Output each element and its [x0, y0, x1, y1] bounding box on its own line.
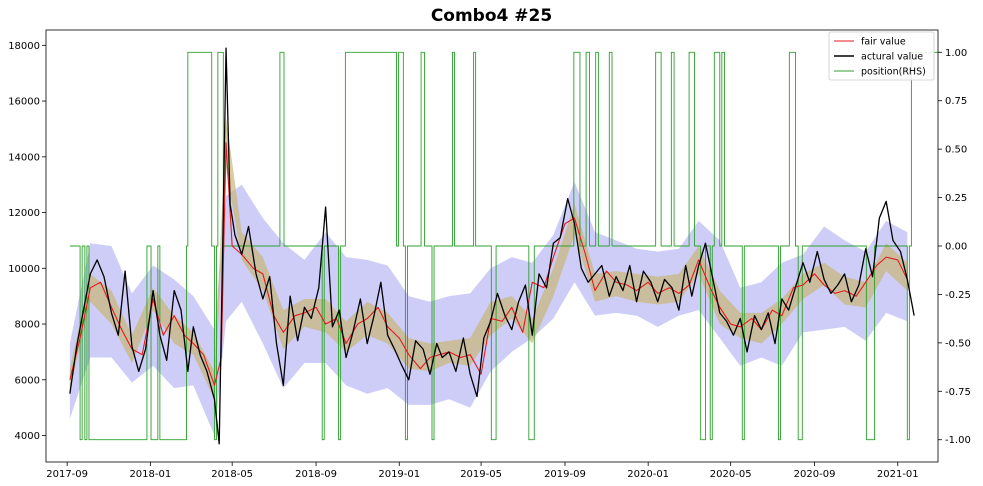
y-tick-label-5: 14000	[8, 152, 40, 163]
x-tick-label-8: 2020-05	[710, 469, 752, 480]
y2-tick-label-1: 0.75	[945, 96, 967, 107]
band-inner	[69, 117, 908, 400]
legend-label-2: position(RHS)	[861, 66, 926, 77]
series-group	[69, 47, 938, 445]
y-tick-label-3: 10000	[8, 264, 40, 275]
legend-label-0: fair value	[861, 36, 906, 47]
y-tick-label-4: 12000	[8, 208, 40, 219]
series-line-0	[69, 142, 908, 386]
x-tick-label-9: 2020-09	[794, 469, 836, 480]
y-tick-label-0: 4000	[15, 431, 40, 442]
x-tick-label-7: 2020-01	[627, 469, 669, 480]
legend-label-1: actural value	[861, 51, 923, 62]
y-tick-label-6: 16000	[8, 97, 40, 108]
legend-box	[828, 31, 935, 81]
x-tick-label-2: 2018-05	[211, 469, 253, 480]
y2-tick-label-6: -0.50	[945, 338, 971, 349]
legend: fair value actural value position(RHS)	[828, 31, 935, 81]
x-tick-label-0: 2017-09	[46, 469, 88, 480]
x-tick-label-4: 2019-01	[378, 469, 420, 480]
y2-tick-label-7: -0.75	[945, 387, 971, 398]
y-tick-label-1: 6000	[15, 375, 40, 386]
y2-tick-label-8: -1.00	[945, 435, 971, 446]
y2-tick-label-5: -0.25	[945, 290, 971, 301]
y2-tick-label-0: 1.00	[945, 48, 967, 59]
y2-tick-label-2: 0.50	[945, 145, 967, 156]
y2-tick-label-4: 0.00	[945, 242, 967, 253]
plot-area	[69, 47, 938, 445]
x-tick-label-3: 2018-09	[295, 469, 337, 480]
x-tick-label-5: 2019-05	[460, 469, 502, 480]
x-tick-label-10: 2021-01	[877, 469, 919, 480]
series-line-2	[69, 51, 938, 441]
x-tick-label-1: 2018-01	[129, 469, 171, 480]
y-tick-label-2: 8000	[15, 320, 40, 331]
y2-tick-label-3: 0.25	[945, 193, 967, 204]
x-tick-label-6: 2019-09	[544, 469, 586, 480]
y-tick-label-7: 18000	[8, 41, 40, 52]
chart-title: Combo4 #25	[431, 6, 552, 26]
series-line-1	[69, 47, 915, 445]
axes: 4000 6000 8000 10000 12000 14000 16000 18000 1.0…	[8, 29, 971, 480]
